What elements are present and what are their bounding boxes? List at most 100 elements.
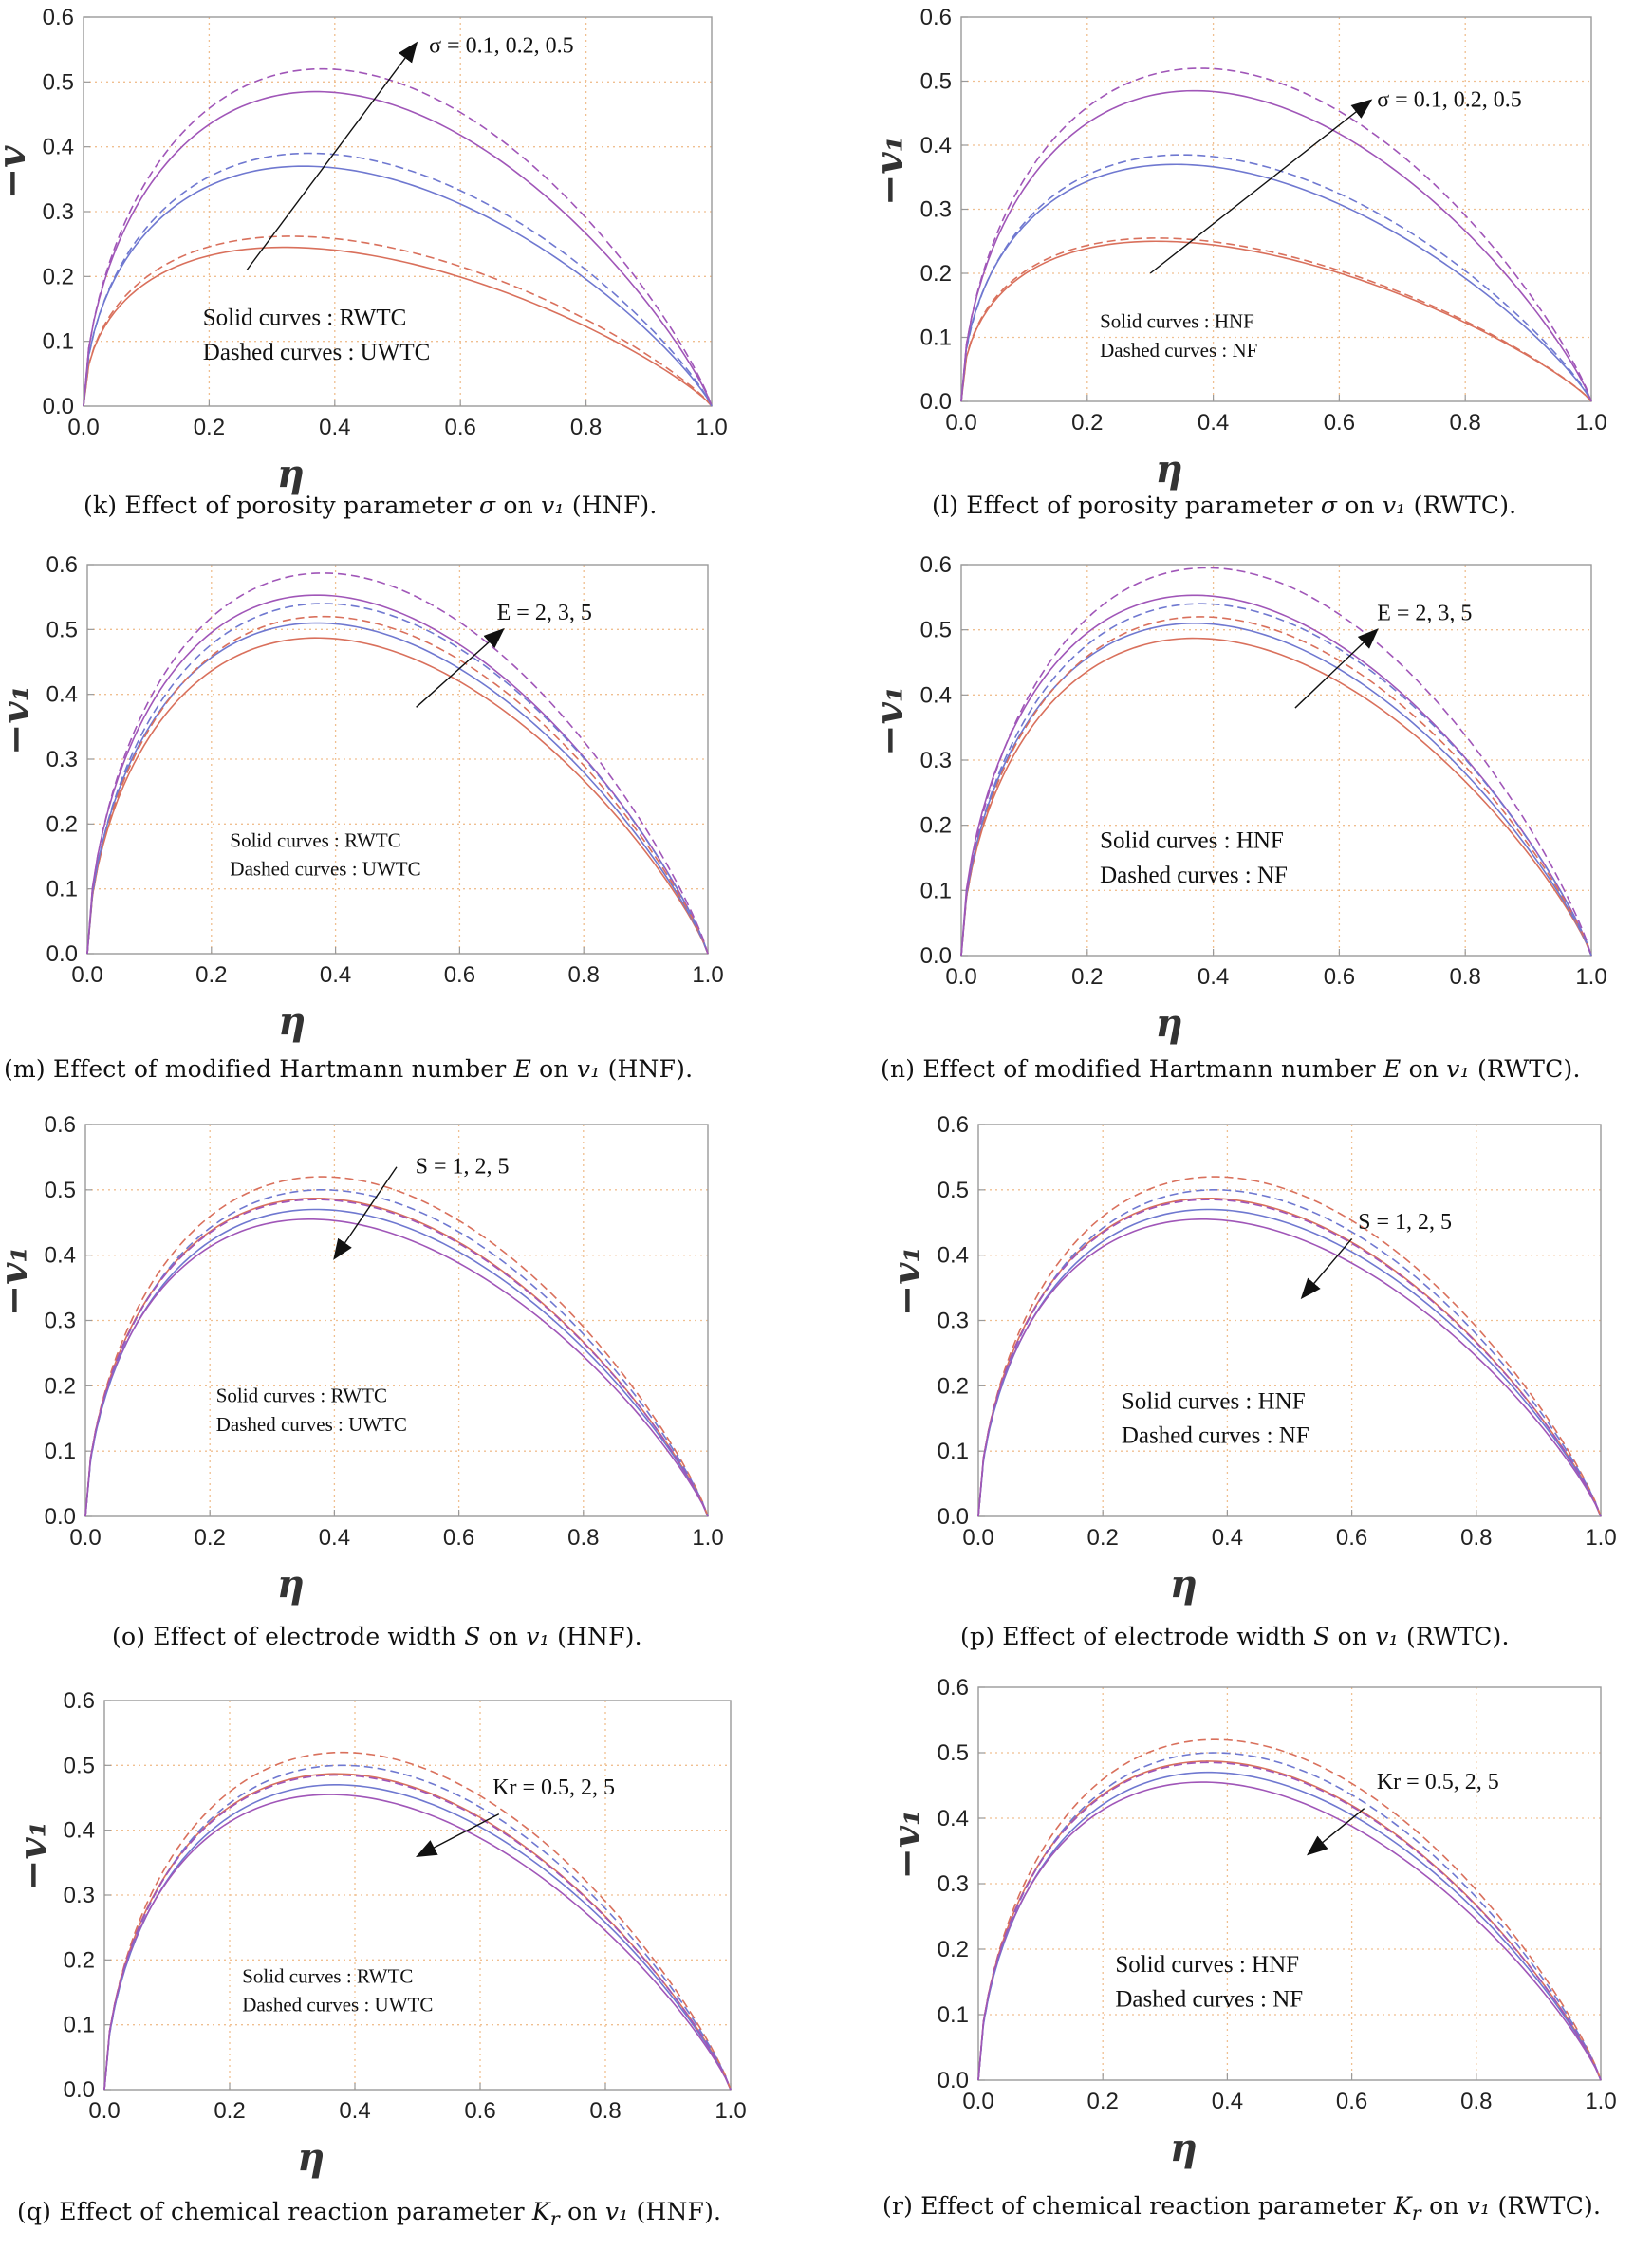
annotation-label: E = 2, 3, 5 — [1377, 601, 1472, 625]
caption-symbol: K — [531, 2198, 550, 2225]
y-tick-label: 0.3 — [938, 1871, 969, 1897]
legend-dashed: Dashed curves : UWTC — [203, 340, 431, 365]
y-tick-label: 0.3 — [64, 1883, 95, 1908]
x-tick-label: 0.6 — [464, 2098, 495, 2124]
x-axis-label: η — [278, 999, 306, 1044]
caption-text: on — [1420, 2192, 1467, 2220]
series-line — [960, 67, 1592, 402]
y-tick-label: 0.4 — [64, 1818, 95, 1844]
trend-arrow — [333, 1166, 398, 1260]
y-tick-label: 0.6 — [43, 5, 74, 30]
x-tick-label: 0.8 — [589, 2098, 621, 2124]
plot-frame — [977, 1124, 1602, 1517]
series-line — [86, 622, 709, 955]
series-line — [960, 240, 1592, 402]
caption-text: (o) Effect of electrode width — [112, 1623, 465, 1650]
legend-solid: Solid curves : RWTC — [216, 1385, 387, 1407]
caption-variable: v₁ — [604, 2198, 629, 2225]
chart-panel-l: 0.0 0.2 0.4 0.6 0.8 1.0 0.0 0.1 0.2 0.3 0.4 0.5 0.6 η… — [867, 5, 1607, 492]
caption-text: (RWTC). — [1469, 1055, 1581, 1083]
caption-text: (m) Effect of modified Hartmann number — [4, 1055, 514, 1083]
x-tick-label: 1.0 — [1585, 2089, 1616, 2114]
y-tick-label: 0.5 — [43, 69, 74, 95]
caption-text: on — [495, 492, 542, 519]
x-axis-label: η — [1170, 2126, 1198, 2170]
caption-l: (l) Effect of porosity parameter σ on v₁… — [932, 492, 1516, 519]
y-tick-label: 0.0 — [46, 941, 78, 967]
caption-text: (HNF). — [600, 1055, 694, 1083]
y-tick-label: 0.5 — [45, 1178, 76, 1203]
series-line — [83, 165, 713, 407]
series-line — [86, 603, 709, 955]
chart-panel-m: 0.0 0.2 0.4 0.6 0.8 1.0 0.0 0.1 0.2 0.3 0.4 0.5 0.6 η… — [0, 552, 724, 1044]
caption-q: (q) Effect of chemical reaction paramete… — [17, 2198, 721, 2230]
caption-text: on — [1329, 1623, 1376, 1650]
caption-symbol: S — [464, 1623, 481, 1650]
y-tick-label: 0.1 — [920, 878, 952, 903]
y-tick-label: 0.4 — [920, 682, 952, 708]
x-tick-label: 0.0 — [69, 1525, 101, 1551]
x-tick-label: 0.2 — [1071, 964, 1103, 990]
y-tick-label: 0.1 — [938, 2002, 969, 2028]
x-tick-label: 1.0 — [1575, 964, 1606, 990]
series-line — [960, 623, 1592, 957]
y-tick-label: 0.3 — [45, 1309, 76, 1334]
y-tick-label: 0.6 — [46, 552, 78, 578]
series-line — [83, 246, 713, 407]
y-tick-label: 0.6 — [64, 1688, 95, 1714]
x-tick-label: 0.0 — [962, 1525, 993, 1551]
x-tick-label: 0.8 — [1450, 410, 1481, 436]
x-tick-label: 0.0 — [945, 964, 976, 990]
series-line — [977, 1771, 1602, 2081]
caption-r: (r) Effect of chemical reaction paramete… — [882, 2192, 1623, 2224]
caption-text: on — [1337, 492, 1383, 519]
y-tick-label: 0.0 — [64, 2077, 95, 2103]
caption-text: (RWTC). — [1398, 1623, 1510, 1650]
y-axis-label: −v₁ — [0, 1246, 36, 1316]
series-line — [83, 152, 713, 407]
x-tick-label: 0.2 — [195, 962, 227, 988]
y-tick-label: 0.0 — [43, 394, 74, 419]
y-axis-label: −v₁ — [10, 1821, 55, 1891]
caption-text: on — [559, 2198, 605, 2225]
series-line — [84, 1176, 709, 1517]
x-tick-label: 1.0 — [692, 1525, 723, 1551]
series-line — [84, 1208, 709, 1517]
series-line — [103, 1764, 732, 2091]
y-tick-label: 0.6 — [920, 552, 952, 578]
y-axis-label: −v₁ — [0, 685, 38, 755]
series-line — [977, 1752, 1602, 2081]
annotation-label: S = 1, 2, 5 — [416, 1155, 510, 1180]
caption-variable: v₁ — [1466, 2192, 1491, 2220]
x-tick-label: 0.6 — [1336, 1525, 1367, 1551]
trend-arrow — [416, 1813, 500, 1858]
x-tick-label: 0.0 — [962, 2089, 993, 2114]
y-tick-label: 0.2 — [45, 1373, 76, 1399]
y-tick-label: 0.4 — [938, 1806, 969, 1831]
legend-solid: Solid curves : RWTC — [230, 828, 400, 851]
series-line — [977, 1218, 1602, 1517]
caption-text: (HNF). — [548, 1623, 642, 1650]
legend-dashed: Dashed curves : UWTC — [216, 1413, 407, 1436]
y-tick-label: 0.1 — [45, 1439, 76, 1464]
series-line — [977, 1208, 1602, 1517]
chart-panel-p: 0.0 0.2 0.4 0.6 0.8 1.0 0.0 0.1 0.2 0.3 0.4 0.5 0.6 η… — [884, 1112, 1617, 1607]
y-tick-label: 0.2 — [920, 813, 952, 839]
x-axis-label: η — [1170, 1562, 1198, 1607]
caption-variable: v₁ — [526, 1623, 549, 1650]
chart-panel-k: 0.0 0.2 0.4 0.6 0.8 1.0 0.0 0.1 0.2 0.3 0.4 0.5 0.6 η… — [0, 5, 728, 496]
y-tick-label: 0.5 — [920, 618, 952, 643]
caption-symbol: σ — [479, 492, 496, 519]
series-line — [960, 154, 1592, 402]
y-tick-label: 0.4 — [45, 1243, 76, 1269]
x-axis-label: η — [1156, 1001, 1183, 1046]
legend-solid: Solid curves : RWTC — [242, 1964, 413, 1987]
y-axis-label: −v — [0, 145, 34, 200]
series-line — [960, 616, 1592, 957]
y-tick-label: 0.5 — [46, 617, 78, 642]
caption-text: (r) Effect of chemical reaction paramete… — [882, 2192, 1394, 2220]
series-line — [103, 1774, 732, 2091]
x-tick-label: 1.0 — [1585, 1525, 1616, 1551]
y-axis-label: −v₁ — [884, 1809, 929, 1879]
y-tick-label: 0.4 — [46, 682, 78, 708]
